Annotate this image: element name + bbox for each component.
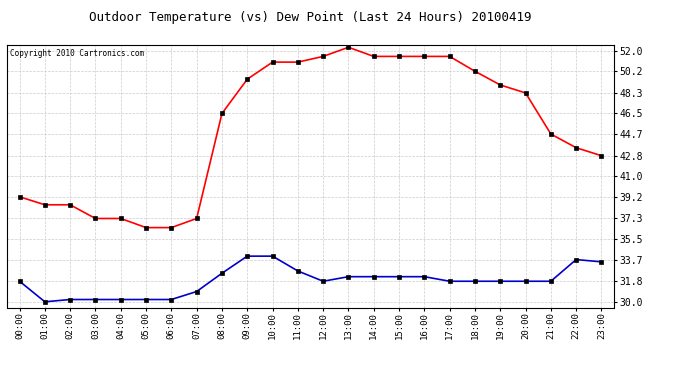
Text: Outdoor Temperature (vs) Dew Point (Last 24 Hours) 20100419: Outdoor Temperature (vs) Dew Point (Last…: [89, 11, 532, 24]
Text: Copyright 2010 Cartronics.com: Copyright 2010 Cartronics.com: [10, 49, 144, 58]
